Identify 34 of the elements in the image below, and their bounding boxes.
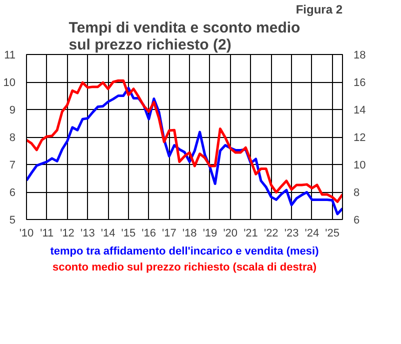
text: sconto medio sul prezzo richiesto (scala di destra)	[52, 262, 317, 274]
x-tick-label: '14	[100, 228, 116, 240]
x-tick-label: '12	[60, 228, 74, 240]
x-tick-label: '20	[223, 228, 238, 240]
y-tick-label: 10	[3, 77, 16, 89]
x-tick-label: '15	[121, 228, 136, 240]
x-tick-label: '24	[304, 228, 320, 240]
y2-tick-label: 18	[354, 50, 366, 62]
y-tick-label: 6	[9, 187, 16, 199]
x-tick-label: '11	[40, 228, 54, 240]
y-tick-label: 11	[4, 50, 16, 62]
y2-tick-label: 12	[354, 132, 366, 144]
y2-tick-label: 14	[354, 104, 366, 116]
y2-tick-label: 16	[354, 77, 366, 89]
x-tick-label: '22	[264, 228, 278, 240]
text: Figura 2	[296, 2, 343, 16]
x-tick-label: '16	[142, 228, 156, 240]
y-tick-label: 9	[9, 104, 16, 116]
x-tick-label: '18	[182, 228, 197, 240]
x-tick-label: '10	[19, 228, 34, 240]
y-tick-label: 8	[9, 132, 16, 144]
y-tick-label: 5	[9, 214, 16, 226]
x-tick-label: '25	[325, 228, 340, 240]
x-tick-label: '19	[202, 228, 218, 240]
y2-tick-label: 6	[354, 214, 360, 226]
x-tick-label: '13	[80, 228, 95, 240]
x-tick-label: '21	[244, 228, 258, 240]
y2-tick-label: 10	[354, 160, 366, 172]
y-tick-label: 7	[9, 160, 16, 172]
y2-tick-label: 8	[354, 187, 360, 199]
chart-title: Tempi di vendita e sconto medio sul prezzo richiesto (2)	[68, 20, 300, 54]
x-tick-label: '17	[162, 228, 176, 240]
x-tick-label: '23	[284, 228, 299, 240]
text: tempo tra affidamento dell'incarico e vendita (mesi)	[50, 246, 320, 258]
